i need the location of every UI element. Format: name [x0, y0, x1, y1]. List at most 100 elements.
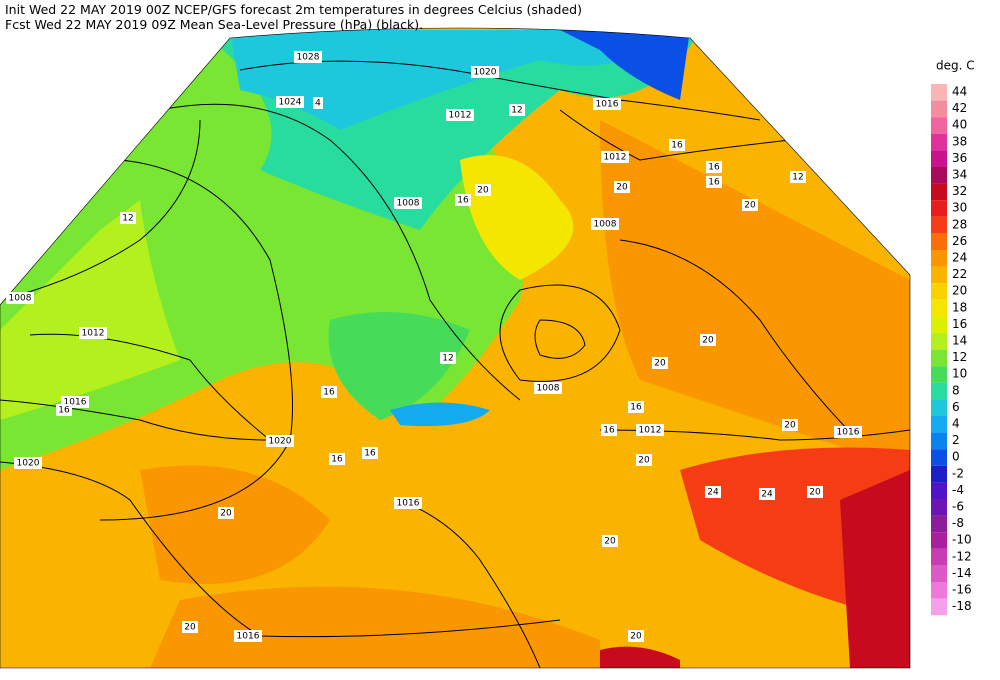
- temperature-label-bg: [329, 453, 345, 465]
- legend-swatch: [931, 598, 947, 616]
- legend-label: 24: [952, 251, 967, 265]
- legend-swatch: [931, 216, 947, 234]
- legend-swatch: [931, 183, 947, 201]
- legend-swatch: [931, 84, 947, 101]
- legend-label: 28: [952, 217, 967, 231]
- legend-swatch: [931, 366, 947, 383]
- isobar-label-bg: [266, 435, 294, 447]
- temperature-label: 20: [477, 186, 489, 196]
- isobar-label: 1008: [594, 220, 617, 230]
- temperature-label: 20: [744, 201, 756, 211]
- legend-label: 38: [952, 134, 967, 148]
- legend-label: -6: [952, 500, 964, 514]
- isobar-label-bg: [14, 457, 42, 469]
- legend-swatch: [931, 233, 947, 250]
- isobar-label-bg: [593, 98, 621, 110]
- legend-swatch: [931, 499, 947, 516]
- isobar-label-bg: [446, 109, 474, 121]
- temperature-label: 24: [707, 488, 719, 498]
- temperature-label-bg: [628, 401, 644, 413]
- contour-labels: 1028 1020 1024 1016 1012 1012 1008 1008 1008 1012…: [6, 51, 862, 642]
- legend-label: 16: [952, 317, 967, 331]
- legend-label: 30: [952, 201, 967, 215]
- temperature-label-bg: [218, 507, 234, 519]
- temperature-label-bg: [700, 334, 716, 346]
- temperature-label: 16: [457, 196, 469, 206]
- isobar-label: 1020: [269, 437, 292, 447]
- temperature-label-bg: [742, 199, 758, 211]
- temperature-label-bg: [706, 176, 722, 188]
- isobar-label: 1008: [9, 294, 32, 304]
- legend-label: 26: [952, 234, 967, 248]
- legend: 4442403836343230282624222018161412108642…: [931, 84, 972, 616]
- isobar-label: 1016: [397, 499, 420, 509]
- temperature-label: 12: [511, 106, 522, 116]
- isobar-label-bg: [294, 51, 322, 63]
- isobar-label: 1008: [537, 384, 560, 394]
- legend-label: 20: [952, 284, 967, 298]
- legend-label: -2: [952, 466, 964, 480]
- isobar-label: 1020: [17, 459, 40, 469]
- temperature-label: 20: [809, 488, 821, 498]
- isobar-label: 1012: [449, 111, 472, 121]
- temperature-label: 20: [616, 183, 628, 193]
- legend-label: 4: [952, 417, 960, 431]
- isobar-label: 1012: [82, 329, 105, 339]
- legend-label: 40: [952, 118, 967, 132]
- isobar-label-bg: [834, 426, 862, 438]
- temperature-label: 20: [630, 632, 642, 642]
- legend-swatch: [931, 200, 947, 217]
- legend-swatch: [931, 316, 947, 333]
- legend-swatch: [931, 167, 947, 184]
- legend-swatch: [931, 333, 947, 350]
- temperature-label: 12: [122, 214, 133, 224]
- legend-label: 22: [952, 267, 967, 281]
- temperature-label-bg: [614, 181, 630, 193]
- temperature-label: 20: [638, 456, 650, 466]
- temperature-label: 4: [315, 99, 321, 109]
- temperature-label-bg: [602, 535, 618, 547]
- temperature-label: 16: [331, 455, 343, 465]
- legend-swatch: [931, 532, 947, 549]
- isobar-label-bg: [234, 630, 262, 642]
- isobar-label-bg: [601, 151, 629, 163]
- legend-label: 18: [952, 300, 967, 314]
- temperature-label-bg: [782, 419, 798, 431]
- temperature-label-bg: [759, 488, 775, 500]
- temperature-label: 16: [708, 163, 720, 173]
- temperature-label: 20: [604, 537, 616, 547]
- legend-label: 44: [952, 85, 967, 99]
- legend-label: -8: [952, 516, 964, 530]
- isobar-label: 1028: [297, 53, 320, 63]
- temperature-label: 12: [442, 354, 453, 364]
- legend-label: 36: [952, 151, 967, 165]
- isobar-label: 1016: [596, 100, 619, 110]
- temperature-label: 20: [220, 509, 232, 519]
- legend-swatch: [931, 432, 947, 450]
- temperature-label-bg: [321, 386, 337, 398]
- legend-label: 34: [952, 168, 967, 182]
- temperature-label-bg: [628, 630, 644, 642]
- temperature-label-bg: [475, 184, 491, 196]
- legend-label: 0: [952, 450, 960, 464]
- header-line: Init Wed 22 MAY 2019 00Z NCEP/GFS foreca…: [5, 2, 582, 17]
- isobar-label-bg: [534, 382, 562, 394]
- temperature-label-bg: [182, 621, 198, 633]
- temperature-label-bg: [636, 454, 652, 466]
- legend-swatch: [931, 548, 947, 566]
- legend-swatch: [931, 482, 947, 499]
- temperature-label-bg: [440, 352, 456, 364]
- map-frame: [0, 27, 911, 669]
- legend-swatch: [931, 133, 947, 151]
- legend-label: 2: [952, 433, 960, 447]
- legend-label: -18: [952, 599, 972, 613]
- isobar-label-bg: [394, 497, 422, 509]
- temperature-label: 16: [323, 388, 335, 398]
- isobar-label-bg: [471, 66, 499, 78]
- isobar-label: 1024: [279, 98, 302, 108]
- legend-label: 6: [952, 400, 960, 414]
- legend-label: 10: [952, 367, 967, 381]
